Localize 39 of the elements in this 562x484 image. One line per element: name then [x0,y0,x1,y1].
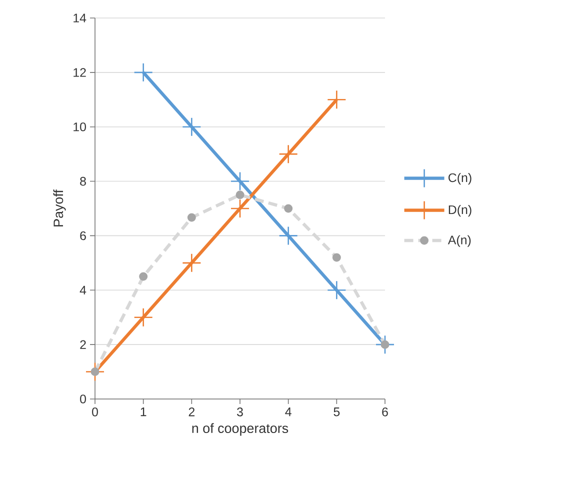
y-tick-label: 0 [80,394,86,404]
point [327,90,346,110]
point [278,144,298,164]
y-tick-label: 14 [74,14,86,22]
x-tick-label: 2 [188,408,194,416]
legend-label: D(n) [448,204,472,217]
y-tick-label: 10 [74,122,86,132]
point [284,204,293,213]
point [327,280,346,300]
point [230,198,250,218]
point [182,117,202,137]
x-axis-title: n of cooperators [192,423,288,436]
x-tick-label: 0 [92,408,98,416]
point [134,308,153,328]
point [230,172,250,191]
y-tick-label: 2 [80,340,86,349]
point [236,190,244,200]
point [380,340,390,349]
y-tick-label: 4 [80,286,86,294]
point [375,334,395,354]
x-tick-label: 4 [285,408,292,416]
y-tick-label: 6 [80,231,86,240]
x-tick-label: 3 [237,408,243,416]
y-tick-label: 8 [80,176,86,186]
x-tick-label: 1 [140,408,146,416]
point [332,253,341,262]
point [90,368,100,376]
point [139,272,148,281]
point [182,253,202,273]
legend-label: A(n) [448,235,471,247]
point [85,362,105,382]
point [187,213,196,222]
y-tick-label: 12 [74,68,86,77]
point [134,62,153,82]
x-tick-label: 5 [334,408,340,416]
y-axis-title: Payoff [53,190,66,226]
legend-label: C(n) [448,172,472,185]
x-tick-label: 6 [382,408,388,416]
point [278,226,298,246]
